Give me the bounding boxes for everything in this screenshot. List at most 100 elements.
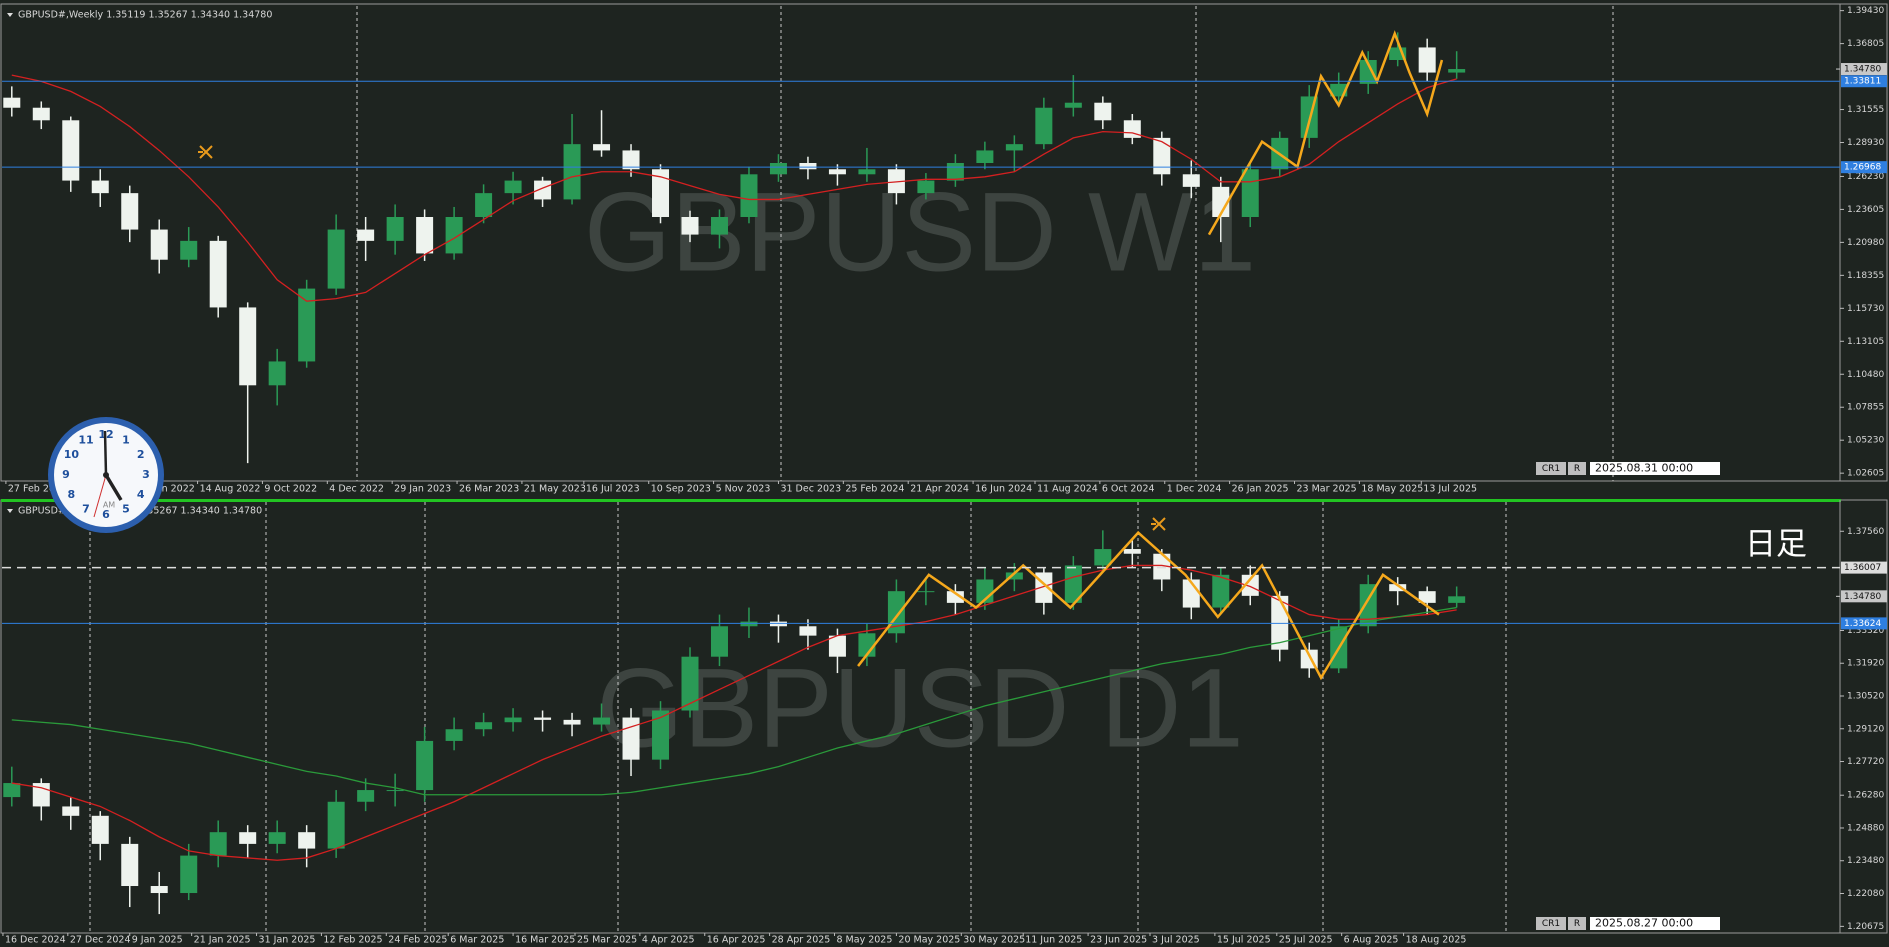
candle-body xyxy=(593,144,611,151)
candle-body xyxy=(357,790,375,802)
clock-number: 4 xyxy=(137,488,145,501)
x-tick-label: 12 Feb 2025 xyxy=(323,935,382,946)
candle-body xyxy=(1212,574,1230,608)
watermark: GBPUSD D1 xyxy=(596,646,1243,771)
y-tick-label: 1.27720 xyxy=(1847,757,1884,767)
y-tick-label: 1.37560 xyxy=(1847,527,1884,537)
clock-number: 11 xyxy=(78,433,93,446)
clock-number: 1 xyxy=(122,433,130,446)
button-label[interactable]: CR1 xyxy=(1542,464,1560,474)
candle-body xyxy=(180,240,198,260)
candle-body xyxy=(298,832,316,849)
candle-body xyxy=(386,217,404,241)
y-tick-label: 1.20675 xyxy=(1847,922,1884,932)
button[interactable] xyxy=(1536,917,1566,930)
x-tick-label: 21 May 2023 xyxy=(524,484,586,495)
x-tick-label: 15 Jul 2025 xyxy=(1217,935,1271,946)
candle-body xyxy=(1241,169,1259,218)
candle-body xyxy=(799,162,817,170)
tool-icon xyxy=(198,145,213,159)
tool-icon xyxy=(1151,517,1166,531)
candle-body xyxy=(1094,549,1112,566)
button[interactable] xyxy=(1568,462,1586,475)
candle-body xyxy=(828,635,846,657)
date-label: 2025.08.31 00:00 xyxy=(1595,462,1693,475)
candle-body xyxy=(475,193,493,218)
clock-second-hand xyxy=(93,474,107,518)
button-label[interactable]: R xyxy=(1574,919,1580,929)
candle-body xyxy=(239,307,257,386)
clock-number: 3 xyxy=(142,468,150,481)
button[interactable] xyxy=(1568,917,1586,930)
x-tick-label: 31 Jan 2025 xyxy=(259,935,316,946)
y-tick-label: 1.30520 xyxy=(1847,692,1884,702)
candle-body xyxy=(740,174,758,218)
y-tick-label: 1.26230 xyxy=(1847,172,1884,182)
y-tick-label: 1.05230 xyxy=(1847,436,1884,446)
x-tick-label: 11 Jun 2025 xyxy=(1025,935,1082,946)
x-tick-label: 5 Nov 2023 xyxy=(716,484,771,495)
x-tick-label: 26 Jan 2025 xyxy=(1232,484,1289,495)
candle-body xyxy=(62,120,80,181)
candle-body xyxy=(946,591,964,603)
x-tick-label: 3 Jul 2025 xyxy=(1152,935,1200,946)
candle-body xyxy=(1064,565,1082,603)
x-tick-label: 9 Jan 2025 xyxy=(132,935,183,946)
y-tick-label: 1.13105 xyxy=(1847,337,1884,347)
button-label[interactable]: R xyxy=(1574,464,1580,474)
x-tick-label: 4 Dec 2022 xyxy=(329,484,384,495)
candle-body xyxy=(209,832,227,856)
candle-body xyxy=(534,180,552,200)
active-bar xyxy=(1,499,1841,502)
x-tick-label: 24 Feb 2025 xyxy=(388,935,447,946)
zigzag xyxy=(857,530,1440,681)
candle-body xyxy=(416,217,434,254)
clock-number: 8 xyxy=(68,488,76,501)
candle-body xyxy=(386,790,404,792)
x-tick-label: 6 Oct 2024 xyxy=(1102,484,1155,495)
candle-body xyxy=(1448,69,1466,73)
x-tick-label: 27 Dec 2024 xyxy=(70,935,131,946)
x-tick-label: 25 Jul 2025 xyxy=(1279,935,1333,946)
candle-body xyxy=(504,180,522,194)
candle-body xyxy=(1153,553,1171,580)
clock-number: 5 xyxy=(122,503,130,516)
x-tick-label: 16 Apr 2025 xyxy=(707,935,766,946)
x-tick-label: 25 Mar 2025 xyxy=(577,935,637,946)
x-tick-label: 6 Mar 2025 xyxy=(450,935,504,946)
y-tick-label: 1.28930 xyxy=(1847,138,1884,148)
y-tick-label: 1.31555 xyxy=(1847,105,1884,115)
button[interactable] xyxy=(1536,462,1566,475)
x-tick-label: 23 Jun 2025 xyxy=(1090,935,1147,946)
candle-body xyxy=(3,783,21,798)
candle-body xyxy=(239,832,257,844)
x-tick-label: 13 Jul 2025 xyxy=(1423,484,1477,495)
y-tick-label: 1.23480 xyxy=(1847,856,1884,866)
candle-body xyxy=(681,656,699,711)
candle-body xyxy=(769,162,787,175)
candle-body xyxy=(1123,549,1141,554)
candle-body xyxy=(1389,584,1407,592)
price-box xyxy=(1841,590,1887,603)
y-tick-label: 1.15730 xyxy=(1847,304,1884,314)
candle-body xyxy=(917,591,935,593)
annotation: 日足 xyxy=(1745,527,1807,563)
x-tick-label: 29 Jan 2023 xyxy=(394,484,451,495)
x-tick-label: 10 Sep 2023 xyxy=(651,484,711,495)
x-tick-label: 14 Aug 2022 xyxy=(200,484,261,495)
moving-average xyxy=(11,606,1457,796)
price-box xyxy=(1841,561,1887,574)
clock-minute-hand xyxy=(103,430,108,476)
price-box-label: 1.34780 xyxy=(1844,592,1881,602)
candle-body xyxy=(681,217,699,235)
chart-title: GBPUSD#,Weekly 1.35119 1.35267 1.34340 1… xyxy=(18,10,272,21)
x-tick-label: 16 Jun 2024 xyxy=(975,484,1032,495)
x-tick-label: 4 Apr 2025 xyxy=(642,935,695,946)
candle-body xyxy=(121,843,139,887)
x-tick-label: 25 Feb 2024 xyxy=(845,484,904,495)
x-tick-label: 16 Dec 2024 xyxy=(5,935,66,946)
candle-body xyxy=(445,217,463,254)
button-label[interactable]: CR1 xyxy=(1542,919,1560,929)
candle-body xyxy=(1359,60,1377,84)
